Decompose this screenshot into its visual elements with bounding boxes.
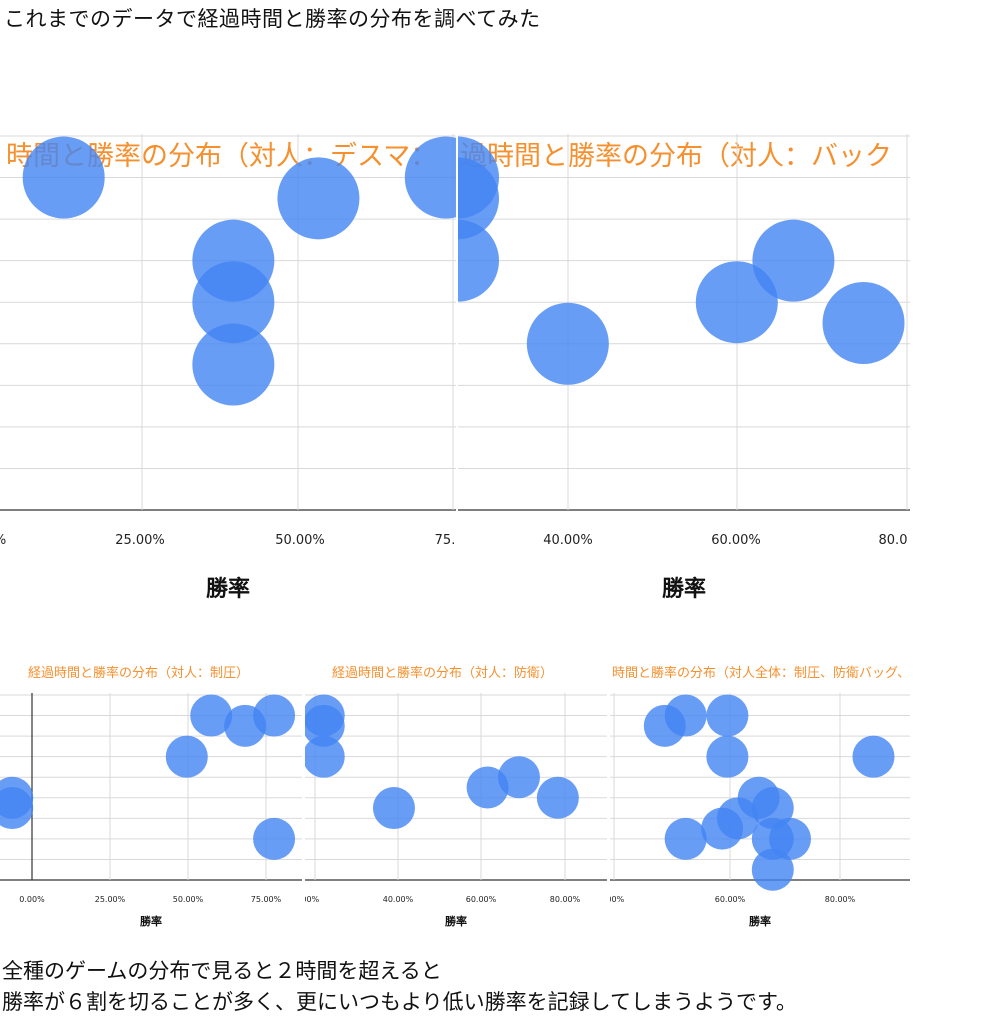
x-tick-label: 60.00%	[466, 895, 497, 904]
x-tick-label: %	[0, 533, 6, 548]
chart-title: 経過時間と勝率の分布（対人：制圧）	[28, 666, 250, 681]
data-point	[769, 817, 811, 860]
data-point	[526, 302, 609, 385]
chart-title: 過時間と勝率の分布（対人：バック	[460, 141, 892, 172]
data-point	[664, 817, 707, 860]
data-point	[404, 136, 456, 219]
x-tick-label: 40.00%	[543, 533, 593, 548]
data-point	[852, 735, 895, 778]
data-point	[372, 787, 415, 830]
x-tick-label: 80.0	[879, 533, 908, 548]
x-axis-label: 勝率	[749, 914, 771, 928]
x-axis-label: 勝率	[140, 914, 162, 928]
data-point	[190, 694, 233, 737]
x-tick-label: 60.00%	[715, 895, 746, 904]
x-tick-label: 25.00%	[95, 895, 126, 904]
x-tick-label: 80.00%	[550, 895, 581, 904]
outro-line-2: 勝率が６割を切ることが多く、更にいつもより低い勝率を記録してしまうようです。	[2, 990, 797, 1014]
data-point	[192, 261, 275, 344]
chart-plot: 0.00% 25.00% 50.00% 75.00% 勝率	[0, 693, 302, 928]
data-point	[706, 735, 749, 778]
x-tick-label: 0.00%	[19, 895, 45, 904]
x-tick-label: 50.00%	[173, 895, 204, 904]
x-tick-label: 50.00%	[275, 533, 325, 548]
chart-bag: 過時間と勝率の分布（対人：バック 40.00% 60.00% 80.0 勝率	[458, 60, 910, 620]
data-point	[706, 694, 749, 737]
data-point	[22, 136, 105, 219]
chart-defense: 経過時間と勝率の分布（対人：防衛） .00% 40.00% 60.00% 80.00%…	[305, 650, 607, 940]
data-point	[695, 261, 778, 344]
data-point	[192, 323, 275, 406]
x-tick-label: 80.00%	[825, 895, 856, 904]
data-point	[751, 787, 794, 830]
chart-plot: % 25.00% 50.00% 75. 勝率	[0, 134, 456, 602]
chart-plot: 40.00% 60.00% 80.0 勝率	[458, 134, 910, 602]
chart-title: 経過時間と勝率の分布（対人：防衛）	[332, 666, 554, 681]
x-axis-label: 勝率	[206, 576, 250, 602]
data-point	[458, 157, 499, 240]
chart-plot: .00% 60.00% 80.00% 勝率	[610, 693, 910, 928]
chart-title: 時間と勝率の分布（対人全体：制圧、防衛バッグ、デス	[612, 666, 910, 681]
data-point	[664, 694, 707, 737]
data-point	[165, 735, 208, 778]
data-point	[277, 157, 360, 240]
data-point	[536, 776, 579, 819]
x-tick-label: .00%	[610, 895, 625, 904]
chart-deathmatch: 時間と勝率の分布（対人：デスマ： %25.00%50.00%75.勝率	[0, 60, 456, 620]
outro-text: 全種のゲームの分布で見ると２時間を超えると 勝率が６割を切ることが多く、更にいつ…	[2, 956, 797, 1018]
x-tick-label: .00%	[305, 895, 320, 904]
chart-suppression: 経過時間と勝率の分布（対人：制圧） 0.00% 25.00% 50.00% 75.00…	[0, 650, 302, 940]
data-point	[253, 817, 296, 860]
data-point	[253, 694, 296, 737]
data-point	[752, 219, 835, 302]
outro-line-1: 全種のゲームの分布で見ると２時間を超えると	[2, 959, 442, 983]
x-tick-label: 25.00%	[115, 533, 165, 548]
data-point	[497, 756, 540, 799]
x-tick-label: 75.00%	[251, 895, 282, 904]
data-point	[305, 704, 345, 747]
data-point	[305, 735, 345, 778]
x-tick-label: 75.	[435, 533, 456, 548]
x-axis-label: 勝率	[445, 914, 467, 928]
x-tick-label: 60.00%	[711, 533, 761, 548]
x-tick-label: 40.00%	[383, 895, 414, 904]
x-axis-label: 勝率	[662, 576, 706, 602]
intro-text: これまでのデータで経過時間と勝率の分布を調べてみた	[4, 7, 541, 31]
chart-overall: 時間と勝率の分布（対人全体：制圧、防衛バッグ、デス .00% 60.00% 80.0…	[610, 650, 910, 940]
data-point	[751, 848, 794, 891]
data-point	[458, 219, 499, 302]
chart-plot: .00% 40.00% 60.00% 80.00% 勝率	[305, 693, 607, 928]
data-point	[822, 282, 905, 364]
data-point	[0, 787, 34, 830]
